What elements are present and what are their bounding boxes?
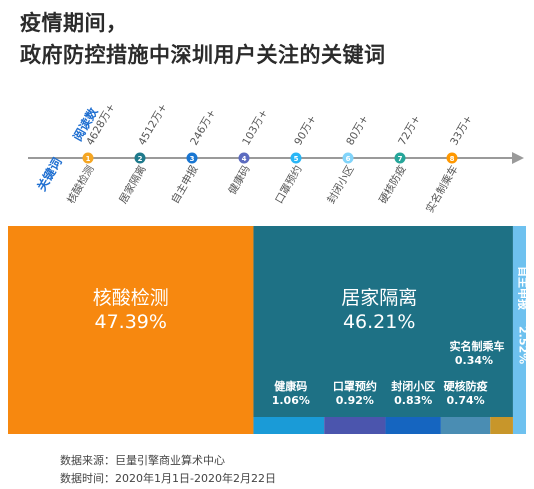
timeline-keyword: 核酸检测 bbox=[64, 163, 96, 206]
timeline-marker bbox=[82, 152, 94, 164]
timeline-keyword: 硬核防疫 bbox=[376, 163, 409, 206]
segment-yinghe bbox=[440, 417, 491, 434]
timeline-marker-index: 4 bbox=[242, 155, 247, 163]
segment-kouzhao bbox=[324, 417, 386, 434]
timeline-keyword: 口罩预约 bbox=[272, 163, 304, 206]
segment-hesuan-name: 核酸检测 bbox=[93, 287, 169, 309]
segment-jujia-value: 46.21% bbox=[343, 311, 415, 333]
timeline-marker-index: 6 bbox=[346, 155, 351, 163]
title-line-2: 政府防控措施中深圳用户关注的关键词 bbox=[20, 43, 386, 67]
timeline-marker bbox=[238, 152, 250, 164]
timeline-keyword: 健康码 bbox=[226, 163, 253, 197]
timeline-reads: 103万+ bbox=[240, 107, 270, 147]
segment-yinghe-value: 0.74% bbox=[446, 394, 484, 407]
segment-hesuan-value: 47.39% bbox=[95, 311, 167, 333]
segment-shiming-value: 0.34% bbox=[455, 354, 493, 367]
segment-zizhu bbox=[512, 226, 526, 434]
segment-jiankangma-value: 1.06% bbox=[272, 394, 310, 407]
segment-kouzhao-name: 口罩预约 bbox=[333, 379, 377, 393]
timeline-marker-index: 7 bbox=[398, 155, 403, 163]
timeline-marker bbox=[446, 152, 458, 164]
segment-jujia-name: 居家隔离 bbox=[341, 287, 417, 309]
timeline-marker-index: 8 bbox=[450, 155, 455, 163]
timeline-reads: 33万+ bbox=[448, 113, 475, 147]
segment-fengbi-name: 封闭小区 bbox=[391, 379, 435, 393]
timeline-keyword: 自主申报 bbox=[168, 163, 201, 206]
segment-zizhu-name: 自主申报 bbox=[516, 266, 530, 311]
segment-hesuan bbox=[8, 226, 254, 434]
timeline-reads: 80万+ bbox=[344, 113, 371, 147]
segment-shiming-name: 实名制乘车 bbox=[450, 339, 505, 353]
segment-kouzhao-value: 0.92% bbox=[336, 394, 374, 407]
keyword-axis-label: 关键词 bbox=[34, 155, 65, 194]
timeline-keyword: 实名制乘车 bbox=[423, 163, 461, 215]
segment-fengbi bbox=[385, 417, 441, 434]
segment-fengbi-value: 0.83% bbox=[394, 394, 432, 407]
timeline-marker bbox=[394, 152, 406, 164]
timeline-reads: 4512万+ bbox=[136, 102, 169, 148]
segment-yinghe-name: 硬核防疫 bbox=[444, 379, 488, 393]
timeline-marker-index: 2 bbox=[138, 155, 143, 163]
timeline-reads: 246万+ bbox=[188, 107, 218, 147]
segment-jiankangma-name: 健康码 bbox=[274, 379, 307, 393]
timeline-marker-index: 3 bbox=[190, 155, 195, 163]
footer-date: 数据时间：2020年1月1日-2020年2月22日 bbox=[60, 472, 276, 485]
segment-jiankangma bbox=[253, 417, 325, 434]
segment-zizhu-value: 2.52% bbox=[516, 326, 529, 364]
timeline-marker bbox=[342, 152, 354, 164]
timeline-reads: 90万+ bbox=[292, 113, 319, 147]
timeline-keyword: 封闭小区 bbox=[324, 163, 356, 206]
timeline-marker bbox=[134, 152, 146, 164]
timeline-marker bbox=[290, 152, 302, 164]
segment-jujia bbox=[253, 226, 513, 417]
footer-source: 数据来源：巨量引擎商业算术中心 bbox=[60, 454, 225, 467]
title-line-1: 疫情期间， bbox=[20, 11, 128, 35]
timeline-reads: 72万+ bbox=[396, 113, 423, 147]
timeline-keyword: 居家隔离 bbox=[116, 163, 148, 206]
timeline-marker-index: 1 bbox=[86, 155, 91, 163]
timeline-arrow bbox=[512, 152, 524, 164]
timeline-marker bbox=[186, 152, 198, 164]
segment-shiming bbox=[490, 417, 513, 434]
timeline-marker-index: 5 bbox=[294, 155, 299, 163]
